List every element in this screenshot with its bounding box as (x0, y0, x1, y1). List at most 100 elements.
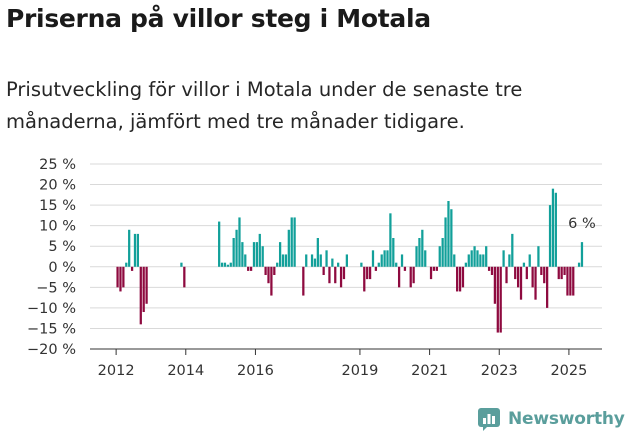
bar (278, 242, 282, 267)
bar (305, 254, 308, 267)
bars (116, 188, 584, 333)
bar (424, 250, 427, 267)
bar (554, 192, 557, 267)
bar (415, 246, 418, 267)
bar (528, 254, 531, 267)
bar (290, 217, 293, 267)
bar (447, 201, 450, 267)
x-tick-label: 2016 (237, 363, 274, 379)
bar (145, 266, 148, 304)
y-tick-label: 20 % (39, 178, 76, 194)
bar (441, 238, 444, 267)
bar (456, 266, 459, 292)
bar (287, 229, 290, 267)
bar (473, 246, 476, 267)
bar (130, 266, 134, 271)
bar (557, 266, 560, 280)
bar (386, 250, 389, 267)
bar (136, 233, 140, 267)
bar (328, 266, 331, 284)
bar (276, 262, 279, 267)
bar (566, 266, 569, 296)
chart-title: Priserna på villor steg i Motala (6, 4, 431, 33)
bar (438, 246, 441, 267)
bar (409, 266, 412, 288)
bar (461, 266, 465, 288)
bar (302, 266, 305, 296)
bar (310, 254, 314, 267)
x-axis-labels: 2012 2014 2016 2019 2021 2023 2025 (98, 349, 587, 379)
bar (258, 233, 261, 267)
bar (244, 254, 247, 267)
y-tick-label: −5 % (36, 280, 76, 296)
bar (319, 254, 322, 267)
bar (284, 254, 288, 267)
bar (339, 266, 343, 288)
newsworthy-logo: Newsworthy (477, 407, 625, 431)
bar (270, 266, 273, 296)
bar (267, 266, 270, 284)
bar (525, 266, 528, 280)
bar (235, 229, 238, 267)
bar (421, 229, 424, 267)
bar (522, 262, 526, 267)
bar (400, 254, 404, 267)
bar (226, 264, 229, 267)
bar (505, 266, 508, 284)
bar (293, 217, 296, 267)
latest-value-label: 6 % (568, 216, 596, 232)
bar (470, 250, 473, 267)
bar (360, 262, 363, 267)
bar (467, 254, 470, 267)
bar (412, 266, 415, 284)
bar (232, 238, 235, 267)
bar (577, 262, 581, 267)
bar (325, 250, 328, 267)
bar (380, 254, 383, 267)
bar (264, 266, 267, 275)
bar (403, 266, 407, 271)
bar (128, 229, 131, 267)
bar (543, 266, 546, 284)
bar (548, 205, 552, 267)
bar (511, 233, 514, 267)
bar (499, 266, 502, 333)
bar (551, 188, 555, 267)
bar (273, 266, 276, 275)
x-tick-label: 2014 (167, 363, 204, 379)
bar (502, 250, 505, 267)
bar (392, 238, 395, 267)
bar (342, 266, 346, 280)
bar (371, 250, 375, 267)
bar (482, 254, 485, 267)
bar (119, 266, 122, 292)
bar (122, 266, 125, 288)
y-tick-label: 10 % (39, 219, 76, 235)
bar (368, 266, 372, 280)
bar (374, 266, 378, 271)
bar (383, 250, 386, 267)
bar (247, 266, 250, 271)
bar (229, 262, 232, 267)
bar (366, 266, 369, 280)
bar (435, 266, 438, 271)
bar (476, 250, 479, 267)
bar (241, 242, 244, 267)
bar (546, 266, 549, 308)
y-tick-label: 15 % (39, 198, 76, 214)
bar (218, 221, 221, 267)
y-axis-labels: 25 % 20 % 15 % 10 % 5 % 0 % −5 % −10 % −15 % −20 … (27, 157, 76, 358)
bar (432, 266, 436, 271)
bar (133, 233, 137, 267)
bar (389, 213, 392, 267)
bar (569, 266, 572, 296)
bar (223, 262, 227, 267)
x-tick-label: 2021 (411, 363, 448, 379)
bar (531, 266, 534, 288)
bar (249, 266, 253, 271)
bar (261, 246, 264, 267)
gridlines (90, 163, 602, 350)
bar (453, 254, 456, 267)
chart-subtitle: Prisutveckling för villor i Motala under… (6, 78, 523, 133)
